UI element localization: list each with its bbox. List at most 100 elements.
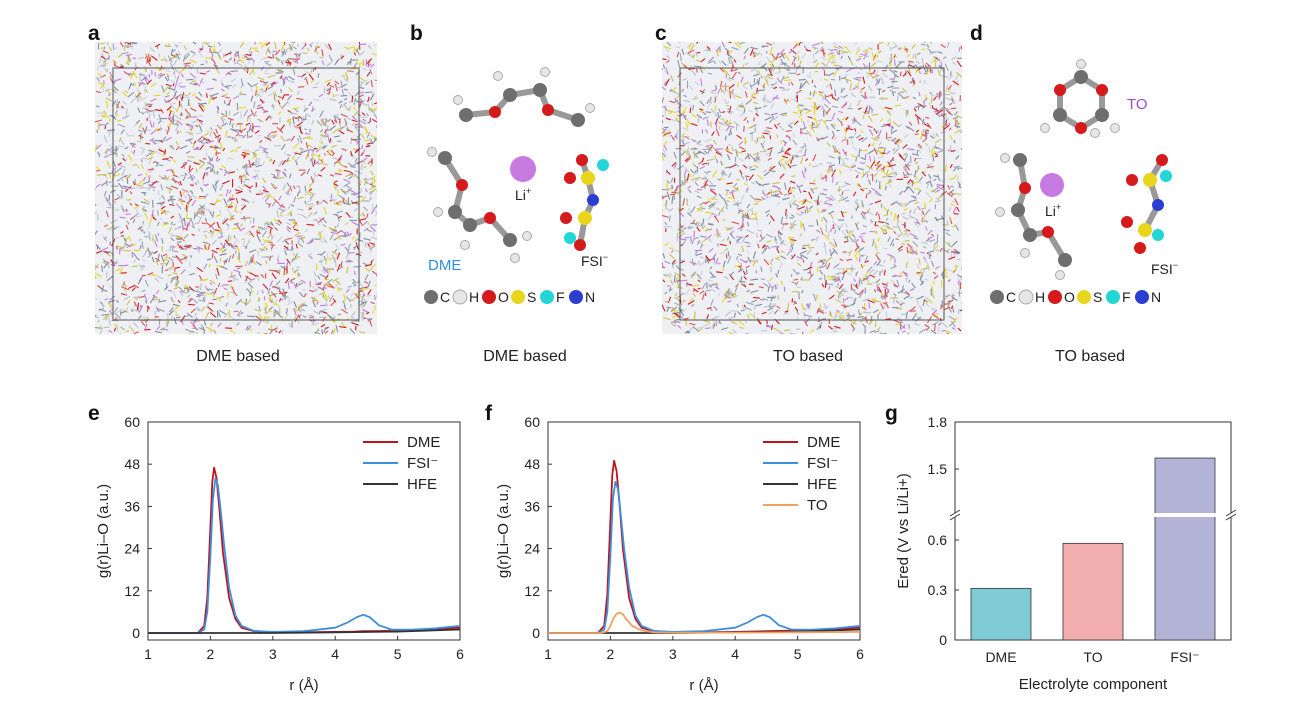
li-ion <box>510 156 536 182</box>
y-tick-label: 0 <box>132 625 140 641</box>
li-label: Li+ <box>515 186 531 203</box>
x-axis-label: Electrolyte component <box>1019 676 1168 693</box>
y-tick-label: 12 <box>124 583 140 599</box>
x-tick-label: 6 <box>856 646 864 662</box>
legend-label-0: DME <box>807 434 840 451</box>
y-tick-label: 0.6 <box>928 532 948 548</box>
x-tick-label: 3 <box>669 646 677 662</box>
atom-swatch-h <box>1018 289 1034 305</box>
plot-frame <box>147 421 461 641</box>
axis-break-mark <box>1225 513 1237 521</box>
md-molecules <box>95 42 377 334</box>
x-tick-label: 2 <box>607 646 615 662</box>
dme-label: DME <box>428 257 461 274</box>
x-axis-label: r (Å) <box>689 677 718 694</box>
series-line-2 <box>148 628 461 634</box>
y-tick-label: 36 <box>124 498 140 514</box>
plot-frame <box>547 421 861 641</box>
x-tick-label: DME <box>985 649 1016 665</box>
series-line-1 <box>548 480 861 634</box>
solvation-structure-dme: Li+ DME FSI− <box>427 67 609 274</box>
simulation-cell <box>679 67 945 321</box>
y-tick-label: 0.3 <box>928 582 948 598</box>
x-tick-label: 5 <box>794 646 802 662</box>
bar-2 <box>1154 457 1216 641</box>
atom-label-o: O <box>1064 289 1075 305</box>
caption-d: TO based <box>1055 348 1125 365</box>
atom-swatch-s <box>1077 290 1091 304</box>
md-snapshot-to <box>662 42 962 334</box>
panel-letter-a: a <box>88 22 100 45</box>
atom-label-f: F <box>1122 289 1131 305</box>
y-tick-label: 0 <box>939 632 947 648</box>
y-tick-label: 60 <box>524 414 540 430</box>
axis-break-mark <box>1225 509 1237 517</box>
atom-swatch-h <box>452 289 468 305</box>
x-tick-label: 1 <box>144 646 152 662</box>
solvation-structure-to: TO Li+ FSI− <box>995 59 1178 280</box>
md-molecules <box>662 42 962 334</box>
y-tick-label: 60 <box>124 414 140 430</box>
caption-c: TO based <box>773 348 843 365</box>
atom-swatch-s <box>511 290 525 304</box>
y-tick-label: 48 <box>124 456 140 472</box>
atom-label-f: F <box>556 289 565 305</box>
caption-a: DME based <box>196 348 280 365</box>
chart-g-bar: DME TO FSI⁻ 0 0.3 0.6 1.5 1.8 Electrolyte compon… <box>895 414 1241 693</box>
li-label-to: Li+ <box>1045 202 1061 219</box>
legend-label-2: HFE <box>807 476 837 493</box>
x-tick-label: 4 <box>731 646 739 662</box>
series-line-3 <box>548 611 861 634</box>
axis-break-mark <box>949 509 961 517</box>
atom-swatch-f <box>540 290 554 304</box>
simulation-cell <box>112 67 360 321</box>
md-canvas-dme <box>95 42 377 334</box>
y-tick-label: 0 <box>532 625 540 641</box>
panel-letter-c: c <box>655 22 667 45</box>
atom-label-h: H <box>469 289 479 305</box>
y-tick-label: 36 <box>524 498 540 514</box>
y-tick-label: 24 <box>124 541 140 557</box>
y-axis-label: Ered (V vs Li/Li+) <box>895 473 912 588</box>
caption-b: DME based <box>483 348 567 365</box>
y-tick-label: 48 <box>524 456 540 472</box>
x-tick-label: TO <box>1083 649 1102 665</box>
atom-label-s: S <box>1093 289 1102 305</box>
atom-label-h: H <box>1035 289 1045 305</box>
y-axis-label: g(r)Li–O (a.u.) <box>495 484 512 578</box>
x-tick-label: 3 <box>269 646 277 662</box>
md-snapshot-dme <box>95 42 377 334</box>
bar-1 <box>1062 542 1124 641</box>
y-tick-label: 12 <box>524 583 540 599</box>
x-tick-label: 5 <box>394 646 402 662</box>
x-tick-label: 2 <box>207 646 215 662</box>
x-tick-label: 4 <box>331 646 339 662</box>
legend-label-3: TO <box>807 497 828 514</box>
md-canvas-to <box>662 42 962 334</box>
panel-letter-b: b <box>410 22 423 45</box>
y-tick-label: 1.5 <box>928 461 948 477</box>
atom-swatch-n <box>1135 290 1149 304</box>
y-tick-label: 1.8 <box>928 414 948 430</box>
fsi-label-to: FSI− <box>1151 260 1178 277</box>
legend-label-0: DME <box>407 434 440 451</box>
axis-break-mark <box>949 513 961 521</box>
x-tick-label: FSI⁻ <box>1170 649 1199 665</box>
atom-label-n: N <box>585 289 595 305</box>
bar-0 <box>970 587 1032 641</box>
atom-label-n: N <box>1151 289 1161 305</box>
atom-swatch-o <box>482 290 496 304</box>
x-axis-label: r (Å) <box>289 677 318 694</box>
x-tick-label: 6 <box>456 646 464 662</box>
panel-letter-g: g <box>885 402 898 425</box>
panel-letter-d: d <box>970 22 983 45</box>
legend-label-1: FSI⁻ <box>407 455 438 472</box>
legend-label-1: FSI⁻ <box>807 455 838 472</box>
x-tick-label: 1 <box>544 646 552 662</box>
fsi-label: FSI− <box>581 252 608 269</box>
atom-swatch-c <box>990 290 1004 304</box>
